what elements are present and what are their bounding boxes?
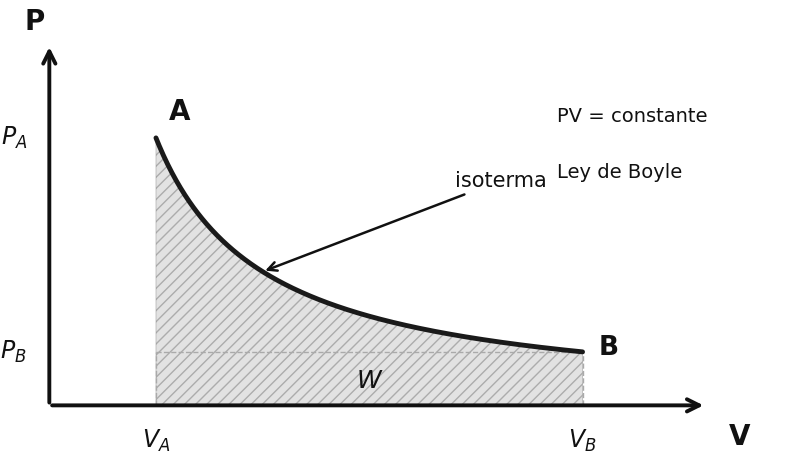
Text: $V_A$: $V_A$ bbox=[142, 427, 170, 454]
Text: $P_B$: $P_B$ bbox=[0, 339, 27, 365]
Text: W: W bbox=[357, 369, 382, 393]
Text: B: B bbox=[598, 335, 618, 361]
Text: P: P bbox=[24, 8, 45, 36]
Text: A: A bbox=[169, 98, 190, 126]
Text: PV = constante: PV = constante bbox=[557, 107, 707, 126]
Text: $V_B$: $V_B$ bbox=[568, 427, 597, 454]
Text: isoterma: isoterma bbox=[268, 171, 546, 271]
Text: Ley de Boyle: Ley de Boyle bbox=[557, 163, 682, 182]
Text: V: V bbox=[729, 424, 750, 451]
Text: $P_A$: $P_A$ bbox=[1, 125, 27, 151]
